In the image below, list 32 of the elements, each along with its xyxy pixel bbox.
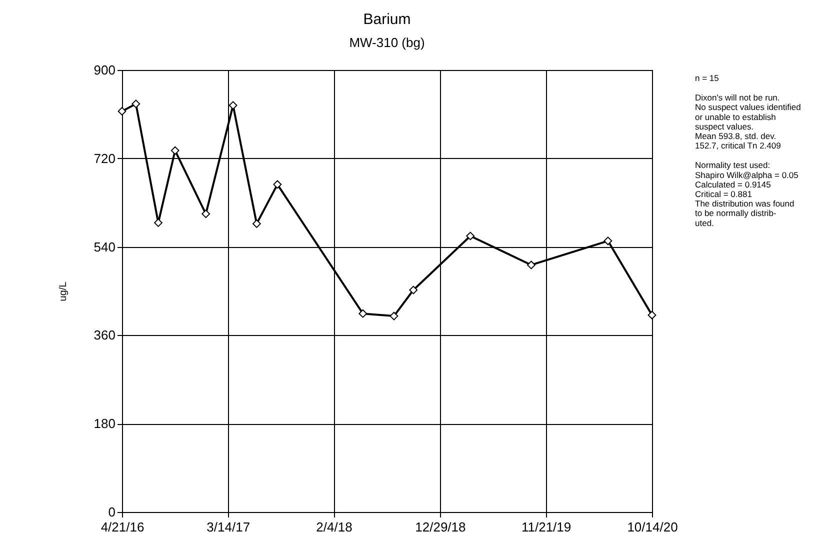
text: n = 15 bbox=[695, 73, 720, 83]
point bbox=[604, 236, 612, 246]
point bbox=[202, 210, 210, 218]
text: Dixon's will not be run. No suspect values identified or unable to establish suspect values. Mean 593.8, std. dev. 152.7, critical Tn 2.409 bbox=[695, 92, 802, 151]
y-tick-label: 900 bbox=[94, 62, 116, 78]
point bbox=[409, 286, 418, 294]
text: Normality test used: Shapiro Wilk@alpha = 0.05 Calculated = 0.9145 Critical = 0.881 The distribution was found to be normally distrib- uted. bbox=[695, 160, 799, 228]
point bbox=[358, 309, 368, 318]
chart-title: Barium bbox=[363, 11, 411, 28]
x-tick-label: 10/14/20 bbox=[627, 520, 678, 534]
x-tick-label: 4/21/16 bbox=[100, 520, 144, 534]
point bbox=[648, 310, 656, 320]
point bbox=[170, 146, 180, 155]
point bbox=[390, 312, 398, 320]
x-tick-label: 2/4/18 bbox=[316, 520, 352, 534]
point bbox=[466, 232, 475, 240]
y-tick-label: 0 bbox=[108, 504, 116, 520]
x-tick-label: 11/21/19 bbox=[521, 520, 572, 534]
chart-subtitle: MW-310 (bg) bbox=[349, 35, 425, 50]
y-tick-label: 540 bbox=[94, 239, 116, 254]
y-tick-label: 360 bbox=[94, 328, 116, 343]
x-tick-label: 12/29/18 bbox=[415, 520, 466, 534]
point bbox=[527, 260, 536, 270]
point bbox=[132, 100, 140, 108]
y-axis-title: ug/L bbox=[58, 281, 69, 302]
y-tick-label: 720 bbox=[94, 150, 116, 166]
point bbox=[118, 107, 126, 116]
point bbox=[154, 218, 162, 227]
x-tick-label: 3/14/17 bbox=[206, 520, 250, 534]
point bbox=[273, 180, 282, 189]
y-tick-label: 180 bbox=[94, 416, 116, 432]
point bbox=[252, 220, 261, 228]
